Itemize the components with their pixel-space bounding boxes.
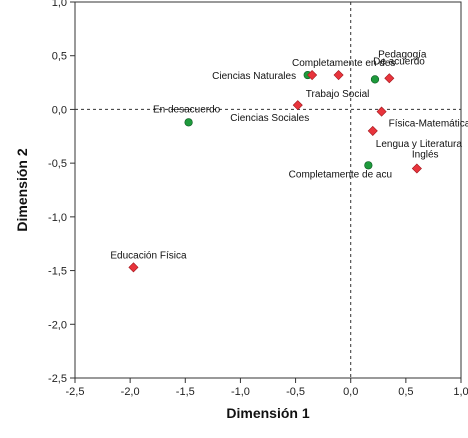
- diamond-point: [376, 106, 387, 117]
- diamond-point: [128, 262, 139, 273]
- circle-point: [184, 118, 193, 127]
- y-tick-label: 0,5: [52, 51, 67, 63]
- point-label: Ciencias Sociales: [230, 113, 309, 124]
- reference-lines: [75, 2, 461, 378]
- point-label: En desacuerdo: [153, 104, 221, 115]
- x-axis-title: Dimensión 1: [226, 405, 309, 421]
- diamond-point: [307, 70, 318, 81]
- point-label: Trabajo Social: [306, 89, 370, 100]
- x-tick-label: -1,0: [231, 386, 250, 398]
- y-tick-label: 0,0: [52, 104, 67, 116]
- point-label: Completamente en des: [292, 58, 395, 69]
- point-label: Lengua y Literatura: [376, 139, 463, 150]
- x-tick-label: -2,0: [121, 386, 140, 398]
- y-tick-label: 1,0: [52, 0, 67, 9]
- point-label: Ciencias Naturales: [212, 71, 296, 82]
- circle-point: [370, 75, 380, 84]
- point-label: Pedagogía: [378, 49, 427, 60]
- y-axis-title: Dimensión 2: [14, 148, 30, 231]
- point-label: Completamente de acu: [289, 169, 392, 180]
- y-tick-label: -1,5: [48, 266, 67, 278]
- diamond-point: [333, 70, 344, 81]
- y-tick-label: -2,0: [48, 319, 67, 331]
- y-axis-ticks: -2,5 -2,0 -1,5 -1,0 -0,5 0,0 0,5 1,0: [48, 0, 75, 385]
- point-label: Inglés: [412, 150, 439, 161]
- x-tick-label: -0,5: [286, 386, 305, 398]
- x-tick-label: 0,0: [343, 386, 358, 398]
- point-label: De acuerdo: [373, 56, 425, 67]
- diamond-point: [292, 100, 303, 111]
- y-tick-label: -1,0: [48, 212, 67, 224]
- x-tick-label: 0,5: [398, 386, 413, 398]
- x-tick-label: -1,5: [176, 386, 195, 398]
- point-label: Física-Matemática: [389, 119, 468, 130]
- plot-area: [74, 1, 462, 379]
- data-points: [128, 70, 422, 273]
- y-tick-label: -0,5: [48, 158, 67, 170]
- point-label: Educación Física: [110, 250, 187, 261]
- diamond-point: [367, 125, 378, 136]
- diamond-point: [411, 163, 422, 174]
- y-tick-label: -2,5: [48, 373, 67, 385]
- circle-point: [364, 161, 373, 170]
- diamond-point: [384, 73, 395, 84]
- x-tick-label: 1,0: [453, 386, 468, 398]
- x-tick-label: -2,5: [66, 386, 85, 398]
- x-axis-ticks: -2,5 -2,0 -1,5 -1,0 -0,5 0,0 0,5 1,0: [66, 378, 468, 398]
